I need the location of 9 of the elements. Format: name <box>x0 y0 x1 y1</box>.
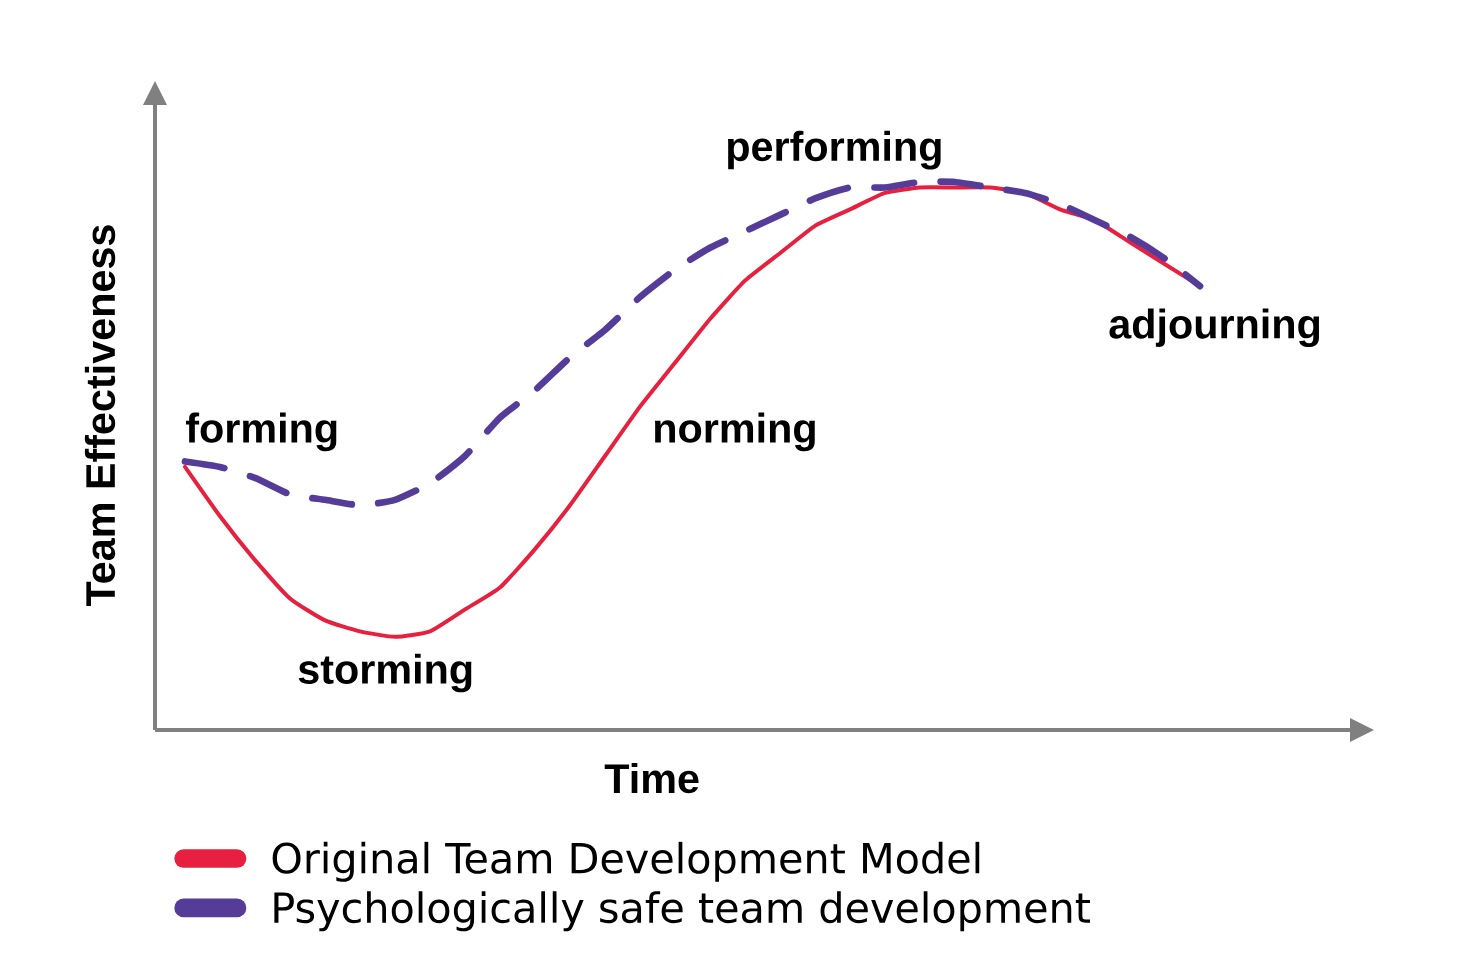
text: performing <box>728 130 941 170</box>
x-axis-title: Time <box>604 762 699 794</box>
legend-label: Original Team Development Model <box>272 841 980 882</box>
annotation: storming <box>298 653 472 693</box>
legend-label: Psychologically safe team development <box>274 891 1090 932</box>
y-axis-title: Team Effectiveness <box>84 225 116 606</box>
annotation: forming <box>185 412 337 452</box>
annotation: adjourning <box>1109 308 1320 348</box>
annotation: norming <box>655 412 815 452</box>
